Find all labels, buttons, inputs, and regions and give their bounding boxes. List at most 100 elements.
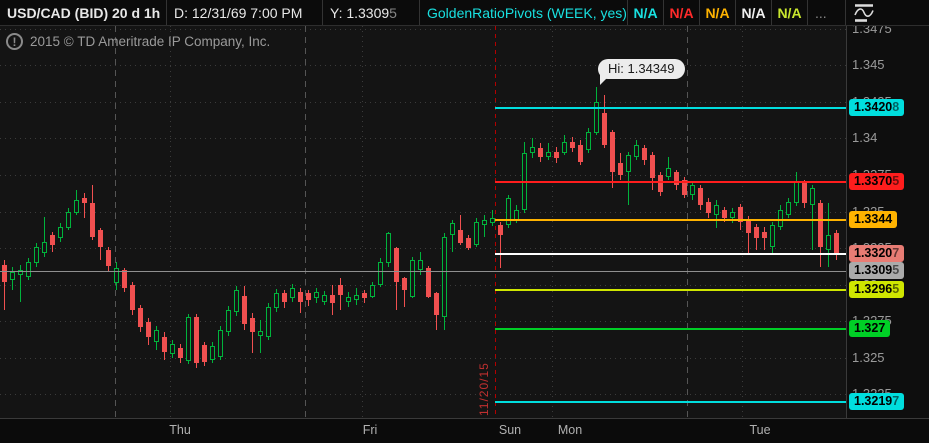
gridline-vertical-major <box>115 26 116 418</box>
crosshair-horizontal-line <box>0 271 846 272</box>
candle-body <box>306 293 311 300</box>
candle-body <box>746 220 751 233</box>
candle-body <box>834 233 839 253</box>
price-axis-label: 1.325 <box>852 350 885 365</box>
candle-wick <box>764 227 765 250</box>
study-values-ellipsis[interactable]: ... <box>808 0 846 25</box>
pivot-price-badge: 1.34208 <box>849 99 905 116</box>
candle-body <box>90 203 95 238</box>
candle-wick <box>84 193 85 218</box>
candle-body <box>538 148 543 157</box>
candle-body <box>666 168 671 178</box>
candle-body <box>178 348 183 358</box>
pivot-price-badge: 1.32965 <box>849 281 905 298</box>
candle-body <box>98 230 103 248</box>
candle-body <box>778 210 783 228</box>
candle-body <box>418 260 423 270</box>
candle-wick <box>404 277 405 307</box>
candle-body <box>730 212 735 218</box>
gridline-horizontal <box>0 394 846 395</box>
candle-body <box>442 237 447 317</box>
candle-body <box>802 183 807 203</box>
time-axis-label: Tue <box>749 423 771 437</box>
study-label[interactable]: GoldenRatioPivots (WEEK, yes) <box>420 0 628 25</box>
candle-body <box>674 172 679 186</box>
cursor-price-last-digit: 5 <box>389 4 397 21</box>
candle-body <box>370 285 375 298</box>
candle-body <box>530 147 535 154</box>
symbol-timeframe-cell[interactable]: USD/CAD (BID) 20 d 1h <box>0 0 167 25</box>
candle-body <box>578 145 583 162</box>
candle-body <box>242 296 247 324</box>
gridline-horizontal <box>0 321 846 322</box>
candle-body <box>290 288 295 299</box>
candle-body <box>810 188 815 205</box>
candle-body <box>794 182 799 204</box>
candle-body <box>594 102 599 133</box>
candle-body <box>386 233 391 263</box>
cursor-price-readout: Y: 1.3309 5 <box>323 0 420 25</box>
candle-wick <box>252 313 253 354</box>
candle-body <box>146 321 151 337</box>
candle-body <box>482 220 487 225</box>
candle-body <box>2 265 7 283</box>
candle-body <box>634 145 639 157</box>
cursor-price-value: Y: 1.3309 <box>330 4 390 21</box>
candle-body <box>338 285 343 295</box>
pivot-price-badge: 1.327 <box>849 320 891 337</box>
candle-wick <box>548 143 549 161</box>
candle-body <box>258 331 263 336</box>
crosshair-price-badge: 1.33095 <box>849 262 905 279</box>
candle-body <box>762 232 767 238</box>
gridline-horizontal <box>0 285 846 286</box>
chart-style-icon[interactable] <box>852 2 876 24</box>
candle-wick <box>452 220 453 252</box>
candle-body <box>18 270 23 275</box>
gridline-vertical-major <box>687 26 688 418</box>
pivot-line <box>495 289 846 291</box>
candle-body <box>234 290 239 312</box>
candle-body <box>626 155 631 173</box>
candle-body <box>458 230 463 244</box>
candle-wick <box>4 260 5 311</box>
candle-body <box>706 202 711 213</box>
time-axis[interactable]: Thu Fri Sun Mon Tue <box>0 418 929 443</box>
event-date-line <box>495 26 496 418</box>
gridline-vertical-minor <box>552 26 553 418</box>
price-axis-label: 1.345 <box>852 57 885 72</box>
candle-body <box>738 207 743 223</box>
candle-body <box>58 227 63 238</box>
candle-body <box>330 295 335 303</box>
info-icon[interactable]: ! <box>6 33 23 50</box>
pivot-line <box>495 328 846 330</box>
candle-body <box>474 222 479 246</box>
candle-body <box>786 202 791 215</box>
candle-wick <box>484 215 485 238</box>
candle-body <box>162 337 167 353</box>
candle-body <box>170 344 175 355</box>
event-date-label: 11/20/15 <box>477 362 491 416</box>
candle-body <box>138 308 143 327</box>
copyright-text: 2015 © TD Ameritrade IP Company, Inc. <box>30 34 271 49</box>
gridline-vertical-minor <box>362 26 363 418</box>
candle-body <box>826 235 831 250</box>
candle-body <box>74 200 79 213</box>
gridline-horizontal <box>0 248 846 249</box>
price-axis[interactable]: 1.34751.3451.34251.341.33751.3351.33251.… <box>846 21 929 418</box>
candle-body <box>554 152 559 158</box>
candle-wick <box>828 203 829 267</box>
high-price-callout: Hi: 1.34349 <box>598 59 685 85</box>
candle-body <box>202 345 207 362</box>
gridline-horizontal <box>0 358 846 359</box>
candle-body <box>106 250 111 267</box>
candle-wick <box>812 185 813 250</box>
candle-body <box>226 310 231 332</box>
candle-body <box>586 132 591 150</box>
candle-body <box>434 293 439 316</box>
pivot-line <box>495 401 846 403</box>
candle-wick <box>20 265 21 303</box>
candle-body <box>770 225 775 248</box>
candle-body <box>298 292 303 302</box>
chart-plot-area[interactable]: ! 2015 © TD Ameritrade IP Company, Inc. … <box>0 26 846 418</box>
